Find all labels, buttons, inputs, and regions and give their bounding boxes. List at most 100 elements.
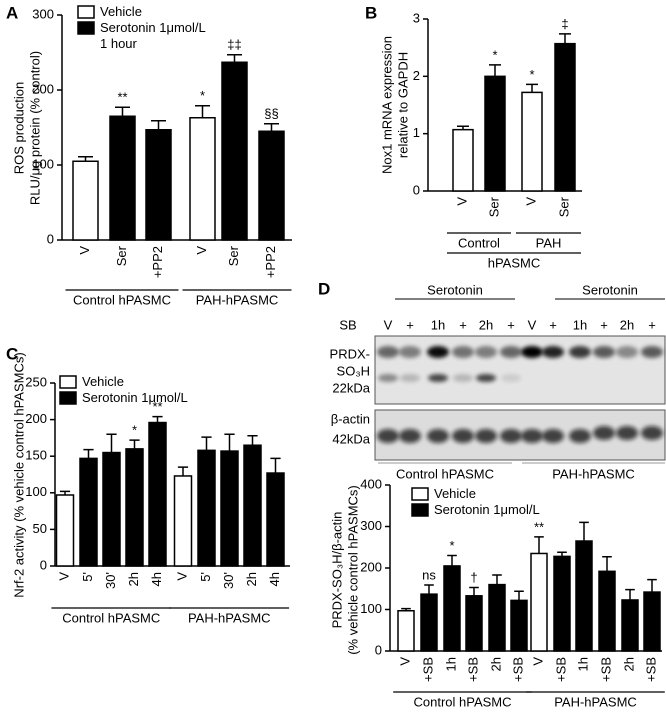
y-tick-label: 100 xyxy=(360,601,382,616)
x-tick-label: V xyxy=(77,246,92,255)
bar xyxy=(643,591,661,652)
bar xyxy=(72,160,99,241)
bar xyxy=(575,540,593,652)
legend-label: Serotonin 1μmol/L xyxy=(100,20,206,35)
significance-mark: * xyxy=(529,67,534,82)
x-tick-label: 2h xyxy=(621,657,636,671)
bar xyxy=(55,494,75,567)
x-tick-label: Ser xyxy=(114,245,129,266)
error-bar xyxy=(401,607,411,611)
blot-band xyxy=(569,429,591,443)
error-bar xyxy=(115,106,130,117)
x-tick-label: 30' xyxy=(221,572,236,589)
group-title: hPASMC xyxy=(488,255,541,270)
significance-mark: ‡ xyxy=(561,16,568,31)
significance-mark: † xyxy=(470,570,477,585)
significance-mark: * xyxy=(449,538,454,553)
x-tick-label: 1h xyxy=(575,657,590,671)
y-axis-title: relative to GAPDH xyxy=(395,52,410,158)
legend-swatch xyxy=(77,5,95,19)
error-bar xyxy=(647,578,657,593)
lane-label: + xyxy=(600,317,608,332)
error-bar xyxy=(264,123,279,132)
x-tick-label: V xyxy=(174,572,189,581)
blot-band xyxy=(378,374,398,382)
x-tick-label: 30' xyxy=(103,572,118,589)
band-label: 42kDa xyxy=(332,431,370,446)
lane-label: V xyxy=(528,317,537,332)
blot-band xyxy=(399,346,421,358)
x-tick-label: 2h xyxy=(126,572,141,586)
lane-label: + xyxy=(648,317,656,332)
group-label: PAH-hPASMC xyxy=(196,292,279,307)
y-tick-label: 2 xyxy=(413,68,420,83)
blot-band xyxy=(377,346,399,358)
y-tick-label: 3 xyxy=(413,10,420,25)
y-axis-title: ROS production xyxy=(11,82,26,175)
x-tick-label: 5' xyxy=(80,572,95,582)
error-bar xyxy=(201,436,212,451)
bar xyxy=(554,42,576,192)
bar xyxy=(621,599,639,652)
legend-swatch xyxy=(59,375,77,389)
blot-band xyxy=(500,429,522,443)
y-axis-title: PRDX-SO₃H/β-actin xyxy=(329,512,344,629)
legend-swatch xyxy=(411,503,429,517)
significance-mark: * xyxy=(132,423,137,438)
panel-letter: B xyxy=(365,3,377,22)
x-tick-label: 2h xyxy=(488,657,503,671)
band-label: PRDX- xyxy=(330,346,370,361)
blot-band xyxy=(593,426,615,440)
significance-mark: * xyxy=(200,88,205,103)
x-tick-label: V xyxy=(56,572,71,581)
lane-label: V xyxy=(384,317,393,332)
blot-band xyxy=(452,346,474,358)
bar xyxy=(197,449,216,567)
error-bar xyxy=(227,54,242,63)
row-label: SB xyxy=(339,317,356,332)
bar xyxy=(125,448,144,567)
group-label: PAH-hPASMC xyxy=(554,694,637,709)
x-tick-label: +SB xyxy=(643,657,658,682)
band-label: β-actin xyxy=(331,411,370,426)
panel-letter: C xyxy=(6,344,18,363)
bar xyxy=(173,475,193,567)
blot-band xyxy=(377,429,399,443)
y-tick-label: 150 xyxy=(25,448,47,463)
y-axis-title: Nrf-2 activity (% vehicle control hPASMC… xyxy=(11,352,26,597)
error-bar xyxy=(106,433,117,453)
error-bar xyxy=(534,536,544,554)
y-tick-label: 0 xyxy=(375,642,382,657)
group-label: Control hPASMC xyxy=(73,292,171,307)
x-tick-label: Ser xyxy=(226,245,241,266)
blot-band xyxy=(427,429,449,443)
bar xyxy=(243,444,262,567)
y-tick-label: 1 xyxy=(413,125,420,140)
y-tick-label: 100 xyxy=(25,484,47,499)
blot-band xyxy=(452,429,474,443)
lane-label: 2h xyxy=(620,317,634,332)
bar xyxy=(443,565,461,652)
x-tick-label: V xyxy=(194,246,209,255)
blot-band xyxy=(641,346,663,358)
legend-swatch xyxy=(77,21,95,35)
y-tick-label: 200 xyxy=(25,411,47,426)
error-bar xyxy=(59,490,71,495)
x-tick-label: +SB xyxy=(465,657,480,682)
y-tick-label: 200 xyxy=(32,81,54,96)
x-tick-label: 4h xyxy=(149,572,164,586)
y-tick-label: 300 xyxy=(360,518,382,533)
bar xyxy=(148,421,167,567)
significance-mark: ** xyxy=(534,519,544,534)
treatment-label: Serotonin xyxy=(582,282,638,297)
bar xyxy=(484,75,506,192)
legend-label: Vehicle xyxy=(434,486,476,501)
error-bar xyxy=(83,448,94,459)
blot-band xyxy=(475,429,497,443)
bar xyxy=(221,61,248,241)
error-bar xyxy=(247,434,258,446)
bar xyxy=(510,599,528,652)
y-tick-label: 200 xyxy=(360,559,382,574)
legend-label: Serotonin 1μmol/L xyxy=(434,502,540,517)
